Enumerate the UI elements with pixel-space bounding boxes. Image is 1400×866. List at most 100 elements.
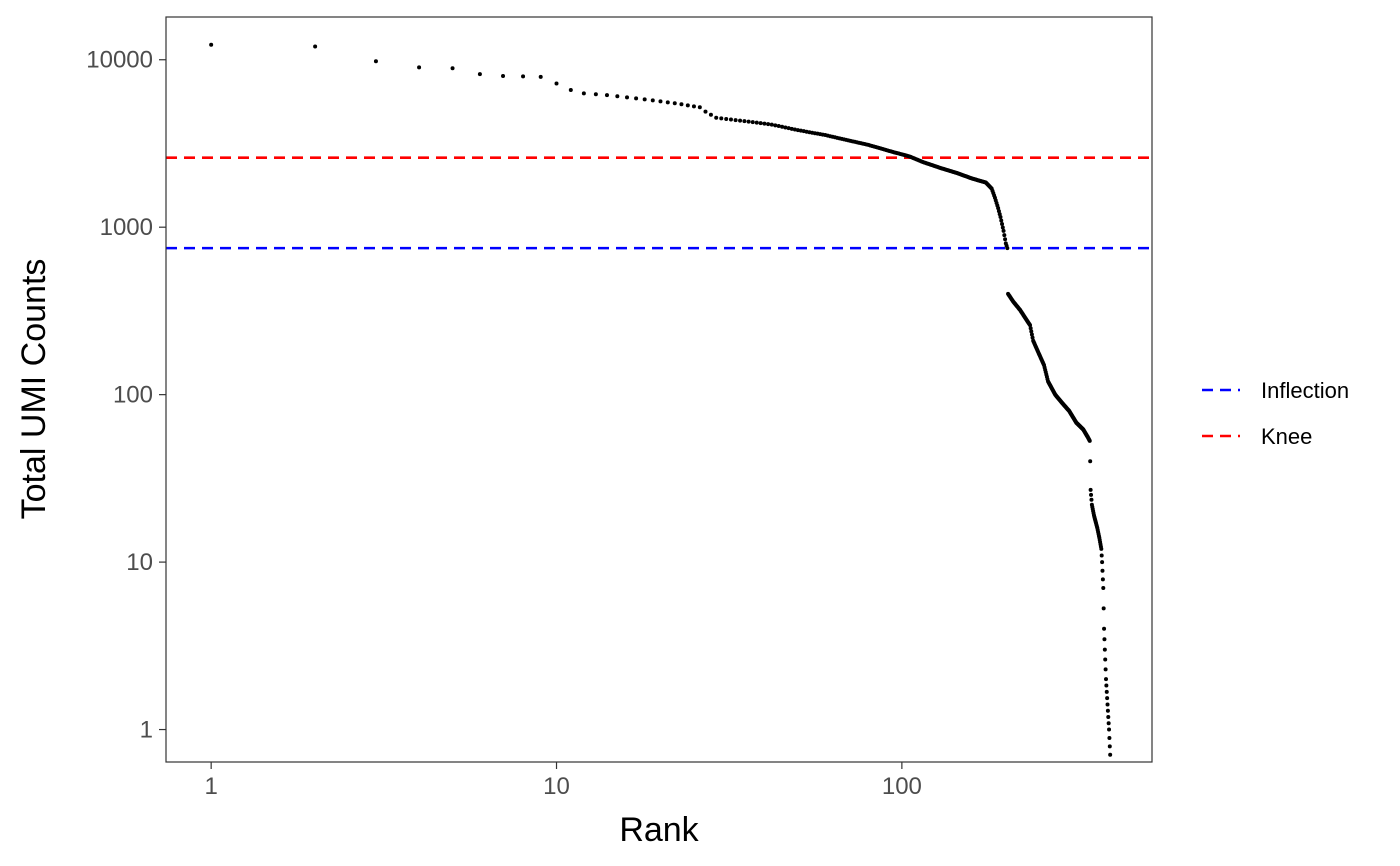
data-point (1103, 667, 1108, 672)
data-point (1088, 459, 1093, 464)
data-point (714, 115, 719, 120)
data-point (1089, 492, 1094, 497)
data-point (1105, 708, 1110, 713)
data-point (1106, 715, 1111, 720)
data-point (1088, 487, 1093, 492)
data-point (1089, 497, 1094, 502)
data-point (642, 97, 647, 102)
data-point (742, 119, 747, 124)
data-point (703, 109, 708, 114)
data-point (554, 81, 559, 86)
data-point (792, 127, 797, 132)
data-point (1107, 727, 1112, 732)
data-point (1003, 237, 1008, 242)
data-point (477, 72, 482, 77)
data-point (1106, 721, 1111, 726)
data-point (762, 121, 767, 126)
legend: Inflection Knee (1202, 378, 1349, 449)
data-point (568, 87, 573, 92)
data-point (1099, 546, 1104, 551)
data-point (685, 103, 690, 108)
data-point (728, 117, 733, 122)
data-point (679, 102, 684, 107)
data-point (1104, 689, 1109, 694)
data-point (1101, 606, 1106, 611)
data-point (634, 96, 639, 101)
data-point (773, 123, 778, 128)
data-point (1028, 326, 1033, 331)
data-point (581, 91, 586, 96)
x-tick-label: 1 (204, 773, 217, 800)
data-point (1001, 228, 1006, 233)
y-tick-label: 1 (140, 717, 153, 744)
data-point (733, 118, 738, 123)
data-point (1002, 233, 1007, 238)
reference-lines (166, 156, 1152, 250)
x-axis: 1 10 100 (204, 762, 922, 800)
data-point (373, 59, 378, 64)
data-point (1028, 323, 1033, 328)
data-point (1005, 246, 1010, 251)
data-point (1103, 657, 1108, 662)
data-point (1104, 683, 1109, 688)
data-point (795, 128, 800, 133)
y-tick-label: 10000 (86, 47, 153, 74)
data-point (1000, 225, 1005, 230)
data-point (658, 99, 663, 104)
data-point (691, 104, 696, 109)
data-point (786, 126, 791, 131)
data-point (604, 93, 609, 98)
data-point (1087, 438, 1092, 443)
data-point (998, 215, 1003, 220)
data-point (783, 125, 788, 130)
data-point (1029, 332, 1034, 337)
knee-legend-label: Knee (1261, 424, 1312, 449)
data-point (1000, 222, 1005, 227)
data-point (719, 116, 724, 121)
y-axis-title: Total UMI Counts (15, 259, 53, 520)
data-point (758, 121, 763, 126)
data-point (769, 122, 774, 127)
data-point (789, 126, 794, 131)
data-point (313, 44, 318, 49)
data-point (776, 124, 781, 129)
x-axis-title: Rank (619, 811, 699, 849)
inflection-legend-label: Inflection (1261, 378, 1349, 403)
data-point (1102, 626, 1107, 631)
data-point (665, 100, 670, 105)
data-point (999, 218, 1004, 223)
data-point (538, 74, 543, 79)
data-point (501, 73, 506, 78)
data-points (209, 42, 1113, 757)
y-tick-label: 100 (113, 382, 153, 409)
data-point (521, 74, 526, 79)
data-point (738, 118, 743, 123)
data-point (1104, 677, 1108, 682)
panel-border (165, 16, 1153, 763)
data-point (1107, 744, 1112, 749)
data-point (746, 119, 751, 124)
data-point (697, 105, 702, 110)
data-point (754, 120, 759, 125)
data-point (672, 101, 677, 106)
data-point (1107, 735, 1112, 740)
data-point (1030, 335, 1035, 340)
data-point (1102, 647, 1107, 652)
y-tick-label: 1000 (100, 214, 153, 241)
data-point (593, 92, 598, 97)
data-point (1108, 752, 1113, 757)
data-point (1101, 586, 1106, 591)
data-point (1100, 560, 1105, 565)
data-point (1029, 329, 1034, 334)
data-point (1099, 553, 1104, 558)
data-point (724, 116, 729, 121)
data-point (1102, 637, 1107, 642)
data-point (1105, 696, 1110, 701)
data-point (615, 94, 620, 99)
y-tick-label: 10 (126, 549, 153, 576)
data-point (650, 98, 655, 103)
data-point (1105, 702, 1110, 707)
x-tick-label: 100 (882, 773, 922, 800)
